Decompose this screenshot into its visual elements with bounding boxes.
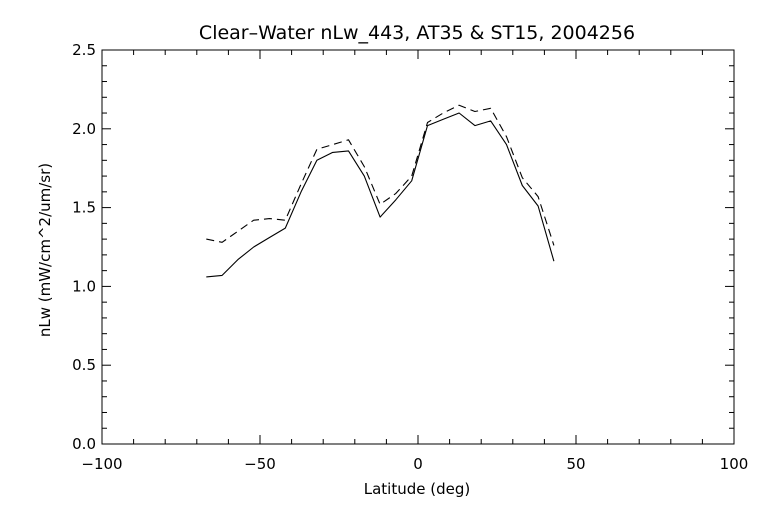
axis-tick-labels: −100 −50 0 50 100 0.0 0.5 1.0 1.5 2.0 2.5: [72, 41, 748, 473]
series-layer: [206, 104, 555, 278]
y-axis-label: nLw (mW/cm^2/um/sr): [36, 163, 54, 337]
y-tick-label: 2.0: [72, 120, 96, 138]
y-tick-label: 2.5: [72, 41, 96, 59]
x-tick-label: 50: [566, 455, 585, 473]
x-tick-label: 100: [720, 455, 749, 473]
x-tick-label: −50: [244, 455, 276, 473]
x-axis-label: Latitude (deg): [364, 480, 470, 498]
axis-ticks: [101, 49, 735, 445]
y-tick-label: 1.5: [72, 199, 96, 217]
y-tick-label: 1.0: [72, 277, 96, 295]
series-line-2-dashed: [206, 104, 555, 246]
y-tick-label: 0.0: [72, 435, 96, 453]
chart-title: Clear–Water nLw_443, AT35 & ST15, 200425…: [199, 22, 635, 44]
plot-area-frame: [101, 49, 735, 445]
y-tick-label: 0.5: [72, 356, 96, 374]
x-tick-label: 0: [413, 455, 423, 473]
x-tick-label: −100: [81, 455, 122, 473]
series-line-1-solid: [206, 112, 555, 278]
